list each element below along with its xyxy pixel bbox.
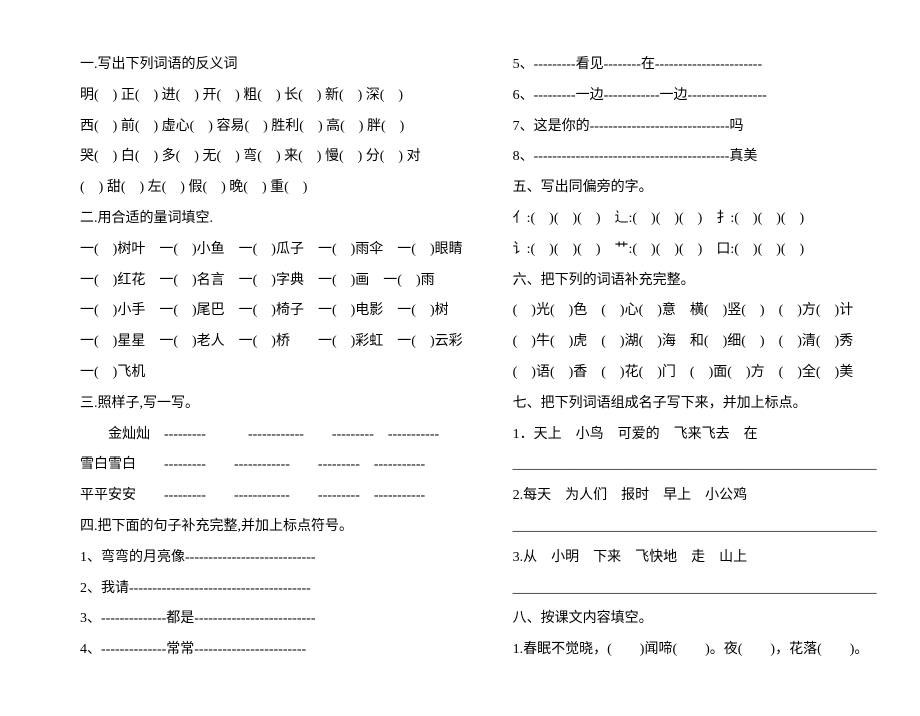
section-5-line: 讠:( )( )( ) 艹:( )( )( ) 口:( )( )( ) — [513, 235, 877, 266]
section-2-line: 一( )飞机 — [80, 358, 463, 389]
section-1-line: 明( ) 正( ) 进( ) 开( ) 粗( ) 长( ) 新( ) 深( ) — [80, 81, 463, 112]
section-1-line: 哭( ) 白( ) 多( ) 无( ) 弯( ) 来( ) 慢( ) 分( ) … — [80, 142, 463, 173]
section-1-line: ( ) 甜( ) 左( ) 假( ) 晚( ) 重( ) — [80, 173, 463, 204]
section-8-title: 八、按课文内容填空。 — [513, 604, 877, 635]
section-3-line: 平平安安 --------- ------------ --------- --… — [80, 481, 463, 512]
section-4-line: 6、---------一边------------一边-------------… — [513, 81, 877, 112]
section-6-line: ( )语( )香 ( )花( )门 ( )面( )方 ( )全( )美 — [513, 358, 877, 389]
section-8-line: 1.春眠不觉晓，( )闻啼( )。夜( )，花落( )。 — [513, 635, 877, 666]
section-4-title: 四.把下面的句子补充完整,并加上标点符号。 — [80, 512, 463, 543]
section-2-line: 一( )星星 一( )老人 一( )桥 一( )彩虹 一( )云彩 — [80, 327, 463, 358]
section-1-title: 一.写出下列词语的反义词 — [80, 50, 463, 81]
blank-line: ________________________________________… — [513, 512, 877, 543]
section-5-line: 亻:( )( )( ) 辶:( )( )( ) 扌:( )( )( ) — [513, 204, 877, 235]
section-6-line: ( )牛( )虎 ( )湖( )海 和( )细( ) ( )清( )秀 — [513, 327, 877, 358]
blank-line: ________________________________________… — [513, 574, 877, 605]
section-4-line: 7、这是你的------------------------------吗 — [513, 112, 877, 143]
right-column: 5、---------看见--------在------------------… — [513, 50, 877, 666]
section-4-line: 4、--------------常常----------------------… — [80, 635, 463, 666]
section-1-line: 西( ) 前( ) 虚心( ) 容易( ) 胜利( ) 高( ) 胖( ) — [80, 112, 463, 143]
section-3-line: 雪白雪白 --------- ------------ --------- --… — [80, 450, 463, 481]
section-3-line: 金灿灿 --------- ------------ --------- ---… — [80, 420, 463, 451]
blank-line: ________________________________________… — [513, 450, 877, 481]
section-4-line: 1、弯弯的月亮像---------------------------- — [80, 543, 463, 574]
section-4-line: 8、--------------------------------------… — [513, 142, 877, 173]
section-4-line: 2、我请------------------------------------… — [80, 574, 463, 605]
section-5-title: 五、写出同偏旁的字。 — [513, 173, 877, 204]
section-7-line: 3.从 小明 下来 飞快地 走 山上 — [513, 543, 877, 574]
section-4-line: 3、--------------都是----------------------… — [80, 604, 463, 635]
section-3-title: 三.照样子,写一写。 — [80, 389, 463, 420]
section-7-line: 1．天上 小鸟 可爱的 飞来飞去 在 — [513, 420, 877, 451]
section-6-title: 六、把下列的词语补充完整。 — [513, 266, 877, 297]
section-2-line: 一( )红花 一( )名言 一( )字典 一( )画 一( )雨 — [80, 266, 463, 297]
section-7-line: 2.每天 为人们 报时 早上 小公鸡 — [513, 481, 877, 512]
section-4-line: 5、---------看见--------在------------------… — [513, 50, 877, 81]
section-2-title: 二.用合适的量词填空. — [80, 204, 463, 235]
section-2-line: 一( )树叶 一( )小鱼 一( )瓜子 一( )雨伞 一( )眼睛 — [80, 235, 463, 266]
section-2-line: 一( )小手 一( )尾巴 一( )椅子 一( )电影 一( )树 — [80, 296, 463, 327]
left-column: 一.写出下列词语的反义词 明( ) 正( ) 进( ) 开( ) 粗( ) 长(… — [80, 50, 463, 666]
section-6-line: ( )光( )色 ( )心( )意 横( )竖( ) ( )方( )计 — [513, 296, 877, 327]
section-7-title: 七、把下列词语组成名子写下来，并加上标点。 — [513, 389, 877, 420]
